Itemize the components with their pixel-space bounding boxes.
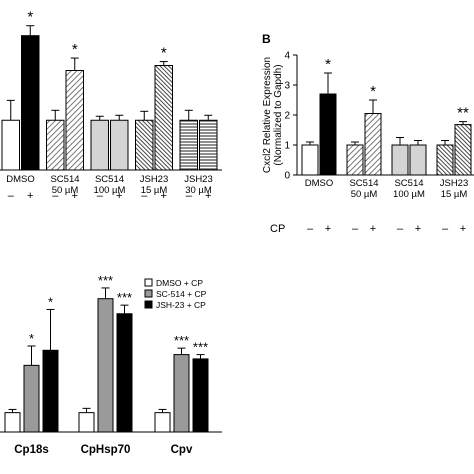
legend-swatch	[144, 300, 153, 309]
bar	[1, 119, 20, 171]
cp-sign-label: –	[397, 223, 404, 235]
significance-label: ***	[98, 273, 113, 288]
cp-sign-label: +	[27, 190, 33, 202]
cp-sign-label: –	[141, 190, 148, 202]
bar	[454, 124, 472, 176]
cp-row-label: CP	[270, 223, 285, 235]
panel-b-chart: B 0 1 2 3 4 Cxcl2 Relative Expression (Normali…	[262, 32, 474, 235]
bar	[135, 119, 154, 171]
group-label: SC514	[349, 178, 378, 189]
significance-label: *	[29, 331, 34, 346]
panel-b-letter: B	[262, 32, 271, 46]
group-label: JSH23	[440, 178, 469, 189]
legend-swatch	[144, 289, 153, 298]
bar	[46, 119, 65, 171]
bar	[90, 119, 109, 171]
bar	[179, 119, 198, 171]
category-label: Cpv	[171, 444, 193, 456]
significance-label: *	[48, 294, 53, 309]
bar	[42, 349, 59, 433]
cp-sign-label: –	[52, 190, 59, 202]
bar	[4, 412, 21, 433]
cp-sign-label: +	[325, 223, 331, 235]
legend-label: JSH-23 + CP	[156, 300, 206, 310]
cp-sign-label: –	[307, 223, 314, 235]
group-label: DMSO	[6, 174, 35, 185]
panel-c-chart: * * Cp18s *** *** CpHsp70 *** *** Cpv DMSO + CPSC…	[0, 273, 222, 456]
group-label: SC514	[394, 178, 423, 189]
bar	[391, 144, 409, 176]
significance-label: *	[72, 41, 78, 58]
bar	[199, 119, 218, 171]
group-label: 30 µM	[185, 185, 212, 196]
group-label: 15 µM	[141, 185, 168, 196]
legend-label: SC-514 + CP	[156, 289, 207, 299]
significance-label: *	[370, 83, 376, 100]
cp-sign-label: +	[370, 223, 376, 235]
category-label: CpHsp70	[81, 444, 131, 456]
bar	[65, 70, 84, 171]
bar	[173, 354, 190, 433]
legend-label: DMSO + CP	[156, 278, 203, 288]
cp-sign-label: –	[352, 223, 359, 235]
cp-sign-label: +	[161, 190, 167, 202]
bar	[192, 358, 209, 433]
group-label: 50 µM	[351, 189, 378, 200]
bar	[301, 144, 319, 176]
bar	[154, 65, 173, 171]
significance-label: **	[457, 105, 469, 122]
cp-sign-label: +	[205, 190, 211, 202]
bar	[23, 364, 40, 433]
group-label: JSH23	[184, 174, 213, 185]
category-label: Cp18s	[14, 444, 49, 456]
significance-label: *	[27, 9, 33, 26]
y-tick-label: 3	[284, 81, 290, 92]
significance-label: *	[325, 56, 331, 73]
group-label: SC514	[50, 174, 79, 185]
cp-sign-label: –	[442, 223, 449, 235]
group-label: 100 µM	[94, 185, 126, 196]
y-tick-label: 4	[284, 51, 290, 62]
group-label: 50 µM	[52, 185, 79, 196]
y-axis-label: Cxcl2 Relative Expression	[262, 57, 273, 173]
group-label: JSH23	[140, 174, 169, 185]
y-tick-label: 1	[284, 141, 290, 152]
cp-sign-label: +	[415, 223, 421, 235]
bar	[116, 313, 133, 433]
y-axis-label: (Normalized to Gapdh)	[273, 64, 284, 165]
significance-label: *	[161, 45, 167, 62]
bar	[346, 144, 364, 176]
bar	[78, 412, 95, 433]
bar	[319, 93, 337, 176]
cp-sign-label: –	[8, 190, 15, 202]
bar	[409, 144, 427, 176]
cp-sign-label: –	[186, 190, 193, 202]
cp-sign-label: –	[97, 190, 104, 202]
y-tick-label: 2	[284, 111, 290, 122]
y-tick-label: 0	[284, 171, 290, 182]
significance-label: ***	[174, 333, 189, 348]
group-label: 15 µM	[441, 189, 468, 200]
cp-sign-label: +	[72, 190, 78, 202]
legend-swatch	[144, 278, 153, 287]
bar	[436, 144, 454, 176]
bar	[97, 298, 114, 433]
group-label: DMSO	[305, 178, 334, 189]
significance-label: ***	[193, 340, 208, 355]
group-label: SC514	[95, 174, 124, 185]
bar	[364, 113, 382, 176]
cp-sign-label: +	[116, 190, 122, 202]
cp-sign-label: +	[460, 223, 466, 235]
significance-label: ***	[117, 290, 132, 305]
bar	[154, 412, 171, 433]
group-label: 100 µM	[393, 189, 425, 200]
bar	[21, 35, 40, 171]
bar	[110, 119, 129, 171]
